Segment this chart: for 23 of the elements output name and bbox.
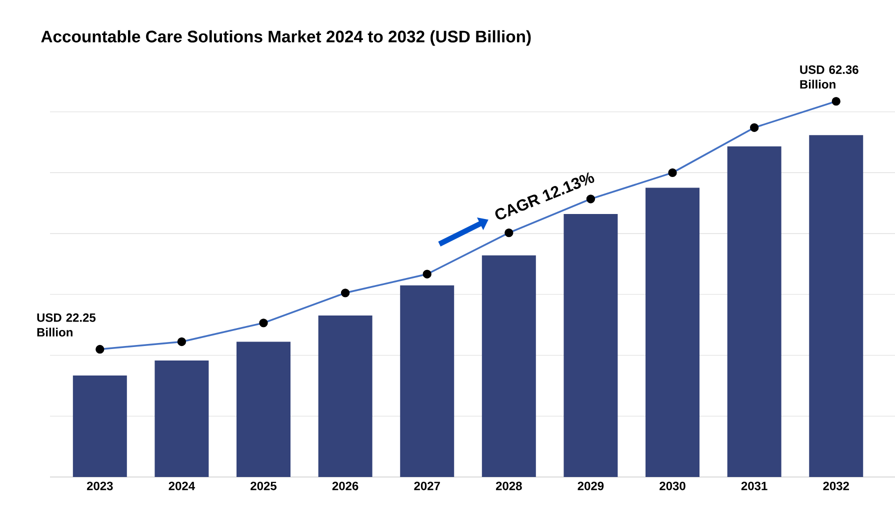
bar <box>727 146 782 477</box>
text: USD 62.36 Billion <box>800 65 858 89</box>
x-tick-label: 2023 <box>86 482 113 490</box>
bar <box>236 342 291 477</box>
x-tick-label: 2031 <box>741 482 768 490</box>
x-tick-label: 2028 <box>496 482 522 490</box>
x-tick-label: 2026 <box>332 482 358 490</box>
bar <box>482 255 536 477</box>
bar <box>72 376 127 477</box>
x-tick-label: 2024 <box>168 482 195 490</box>
x-tick-label: 2030 <box>660 482 686 490</box>
bar <box>809 135 864 477</box>
x-tick-label: 2027 <box>414 482 440 490</box>
bar <box>154 360 209 477</box>
x-tick-label: 2025 <box>250 482 277 490</box>
bar <box>318 315 372 477</box>
chart-title: Accountable Care Solutions Market 2024 to 2032 (USD Billion) <box>41 30 531 46</box>
x-tick-label: 2029 <box>578 482 604 490</box>
bar <box>564 214 618 477</box>
x-tick-label: 2032 <box>823 482 849 490</box>
bar <box>400 285 454 477</box>
bar <box>646 188 700 477</box>
annotation: USD 22.25 Billion <box>37 313 96 337</box>
